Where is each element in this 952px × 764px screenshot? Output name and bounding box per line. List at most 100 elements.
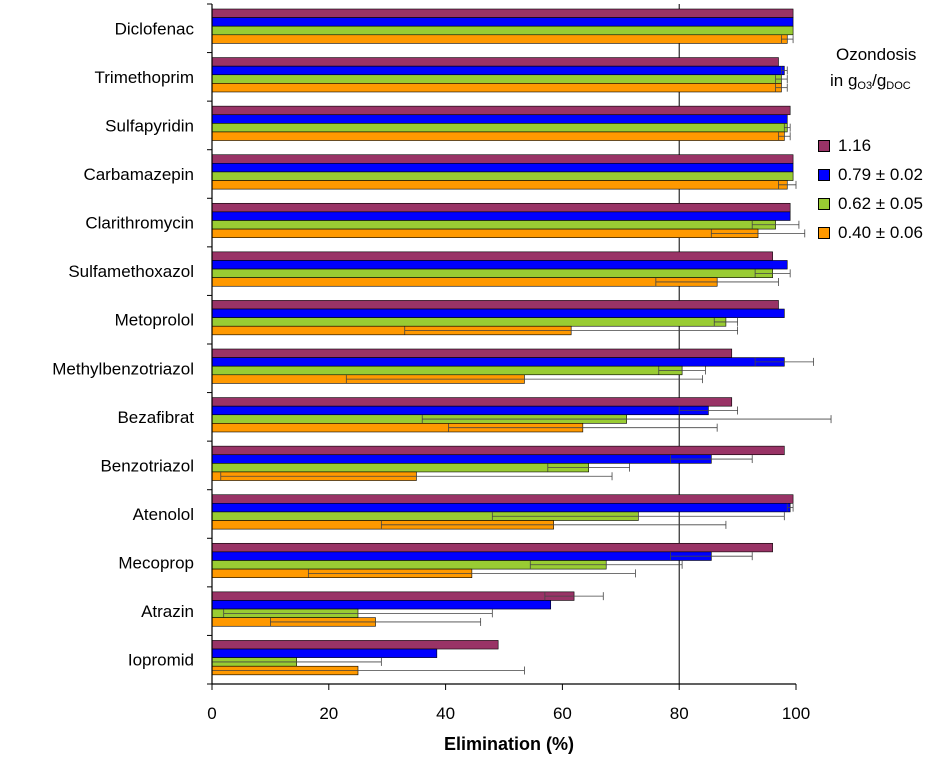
error-bar [781, 35, 794, 44]
legend: Ozondosis in gO3/gDOC 1.16 0.79 ± 0.02 0.6… [818, 42, 948, 247]
legend-label: 0.40 ± 0.06 [838, 222, 923, 242]
error-bar [710, 229, 806, 238]
error-bar [655, 277, 779, 286]
bar [211, 74, 782, 84]
error-bar [775, 83, 788, 92]
bar [211, 251, 773, 261]
bar [211, 17, 794, 27]
error-bar [491, 512, 785, 521]
legend-title-sub1: O3 [857, 80, 873, 92]
bar [211, 648, 438, 658]
legend-title-prefix: in g [830, 71, 858, 90]
error-bar [754, 269, 791, 278]
error-bar [778, 132, 791, 141]
bar [211, 260, 788, 270]
error-bar [529, 560, 683, 569]
y-tick-label: Metoprolol [115, 311, 194, 330]
y-tick-label: Trimethoprim [95, 68, 195, 87]
legend-title-sep: /g [872, 71, 887, 90]
bar [211, 397, 733, 407]
legend-label: 1.16 [838, 135, 872, 155]
bar [211, 463, 589, 473]
y-tick-label: Atrazin [141, 602, 194, 621]
legend-title-line2: in gO3/gDOC [830, 68, 948, 99]
bar [211, 171, 794, 181]
error-bar [670, 552, 753, 561]
bars [211, 8, 794, 676]
bar [211, 163, 794, 173]
y-tick-label: Methylbenzotriazol [52, 359, 194, 378]
legend-title-sub2: DOC [886, 80, 911, 92]
y-tick-label: Bezafibrat [117, 408, 194, 427]
error-bar [775, 75, 788, 84]
x-tick-label: 0 [207, 704, 216, 723]
error-bar [713, 317, 738, 326]
error-bar [345, 375, 703, 384]
bar [211, 365, 683, 376]
bar [211, 445, 785, 456]
bar [211, 65, 785, 76]
bar [211, 228, 759, 238]
y-tick-label: Sulfamethoxazol [68, 262, 194, 281]
bar [211, 83, 782, 93]
error-bar [670, 455, 753, 464]
error-bar [223, 609, 493, 618]
x-tick-label: 20 [319, 704, 338, 723]
bar [211, 57, 779, 67]
legend-label: 0.62 ± 0.05 [838, 193, 923, 213]
bar [211, 268, 773, 278]
y-tick-label: Atenolol [133, 505, 194, 524]
error-bar [380, 520, 727, 529]
bar [211, 454, 712, 464]
error-bar [307, 569, 636, 578]
error-bar [786, 503, 794, 512]
x-tick-label: 80 [670, 704, 689, 723]
bar [211, 591, 575, 601]
bar [211, 348, 733, 358]
error-bar [658, 366, 706, 375]
legend-swatch [818, 197, 830, 210]
error-bar [220, 472, 613, 481]
y-tick-label: Carbamazepin [83, 165, 194, 184]
error-bar [678, 406, 738, 415]
y-tick-label: Diclofenac [115, 19, 195, 38]
bar [211, 105, 791, 116]
bar [211, 123, 788, 133]
error-bar [421, 415, 832, 424]
error-bar [781, 66, 788, 75]
bar [211, 114, 788, 124]
bar [211, 211, 791, 221]
bar [211, 357, 785, 367]
legend-swatch [818, 226, 830, 239]
error-bar [448, 423, 718, 432]
legend-swatch [818, 168, 830, 181]
legend-swatch [818, 139, 830, 152]
bar [211, 300, 779, 310]
bar [211, 220, 776, 230]
bar [211, 154, 794, 164]
error-bar [404, 326, 738, 335]
legend-label: 0.79 ± 0.02 [838, 164, 923, 184]
bar [211, 405, 709, 416]
error-bar [783, 123, 791, 132]
bar [211, 202, 791, 213]
legend-items: 1.16 0.79 ± 0.02 0.62 ± 0.05 0.40 ± 0.06 [818, 131, 948, 247]
bar [211, 542, 773, 553]
x-tick-label: 40 [436, 704, 455, 723]
y-tick-label: Iopromid [128, 651, 194, 670]
x-tick-label: 60 [553, 704, 572, 723]
error-bar [754, 357, 814, 366]
error-bar [269, 617, 482, 626]
y-tick-label: Mecoprop [118, 554, 194, 573]
legend-item: 1.16 [818, 131, 948, 160]
x-tick-label: 100 [782, 704, 810, 723]
bar [211, 551, 712, 561]
legend-title-line1: Ozondosis [836, 45, 917, 64]
error-bar [547, 463, 630, 472]
y-tick-label: Clarithromycin [85, 214, 194, 233]
bar [211, 317, 727, 327]
bar [211, 277, 718, 287]
x-axis-title: Elimination (%) [444, 734, 574, 754]
y-tick-label: Benzotriazol [100, 456, 194, 475]
